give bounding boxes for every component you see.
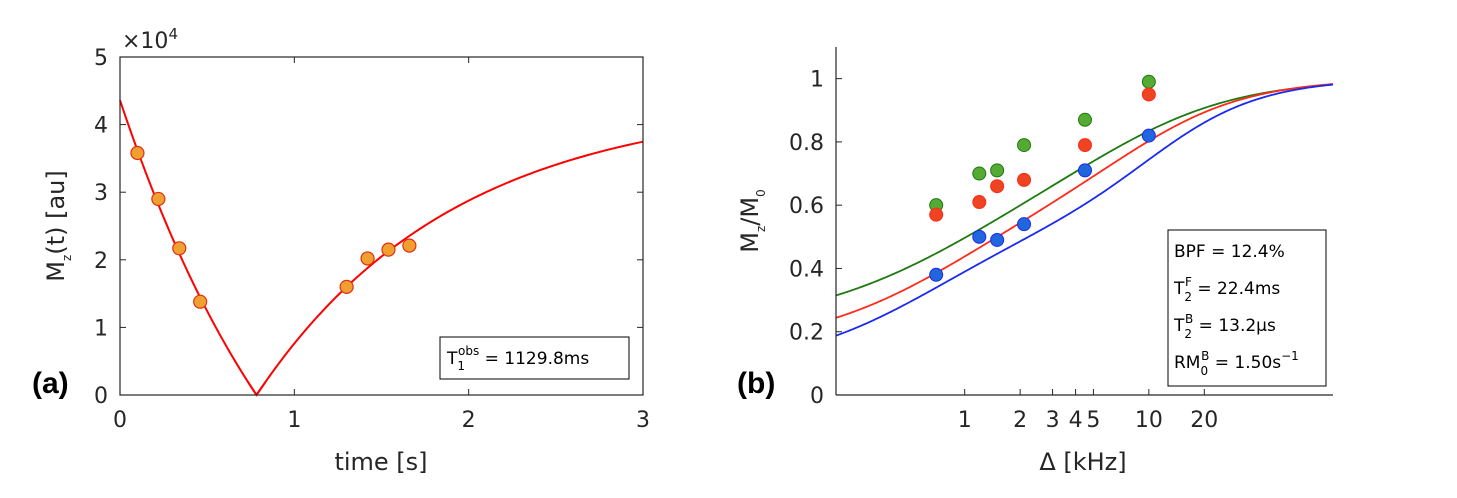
data-point-blue	[929, 267, 944, 282]
y-tick-label-b: 1	[810, 68, 824, 93]
legend-text-a: T1obs = 1129.8ms	[446, 344, 589, 373]
x-tick-label-b: 1	[958, 408, 972, 433]
y-tick-label-b: 0.4	[789, 257, 824, 282]
y-tick-label-b: 0.8	[789, 131, 824, 156]
x-tick-label-b: 4	[1069, 408, 1083, 433]
data-point-blue	[990, 232, 1005, 247]
data-point-green	[1017, 138, 1032, 153]
x-tick-label-a: 2	[462, 408, 476, 433]
panel-label-b: (b)	[737, 367, 775, 400]
legend-box-b	[1167, 229, 1327, 387]
y-axis-label-b: Mz/M0	[736, 189, 768, 252]
data-point-red	[1077, 138, 1092, 153]
x-tick-label-b: 20	[1190, 408, 1218, 433]
data-point-a	[151, 191, 166, 207]
data-point-red	[929, 207, 944, 222]
y-tick-label-a: 3	[94, 181, 108, 206]
data-point-green	[972, 166, 987, 181]
y-tick-label-a: 4	[94, 114, 108, 139]
data-point-green	[1077, 112, 1092, 127]
panel-label-a: (a)	[32, 367, 69, 400]
data-point-a	[172, 241, 187, 256]
y-tick-label-a: 1	[94, 316, 108, 341]
y-exponent-label-a: ×104	[122, 25, 178, 54]
x-tick-label-a: 1	[287, 408, 301, 433]
data-point-red	[1017, 172, 1032, 187]
x-tick-label-b: 5	[1086, 408, 1100, 433]
model-curve-red	[835, 83, 1334, 319]
x-tick-label-a: 0	[113, 408, 127, 433]
data-point-green	[990, 163, 1005, 178]
data-point-a	[360, 251, 375, 266]
x-axis-label-b: Δ [kHz]	[1039, 448, 1126, 476]
x-tick-label-b: 2	[1013, 408, 1027, 433]
y-tick-label-b: 0	[810, 384, 824, 409]
legend-b: BPF = 12.4% T2F = 22.4ms T2B = 13.2μs RM0B …	[1167, 229, 1327, 387]
legend-box-a	[439, 336, 630, 380]
legend-a: T1obs = 1129.8ms	[439, 336, 630, 380]
legend-entry-b: T2B = 13.2μs	[1173, 312, 1276, 341]
axes-frame-a	[119, 56, 644, 396]
panel-b: 1 2 3 4 5 10 20 0 0.2 0.4 0.6 0.8 1 Δ [kHz] Mz/M0 (b…	[736, 47, 1334, 476]
x-axis-label-a: time [s]	[334, 448, 427, 476]
data-point-blue	[972, 229, 987, 244]
data-point-a	[130, 145, 145, 161]
data-point-green	[1141, 74, 1156, 89]
y-tick-label-a: 5	[94, 46, 108, 71]
legend-entry-b: BPF = 12.4%	[1174, 242, 1285, 262]
y-tick-label-a: 2	[94, 249, 108, 274]
data-point-red	[972, 195, 987, 210]
data-point-red	[990, 179, 1005, 194]
y-tick-label-b: 0.2	[789, 321, 824, 346]
legend-entry-b: RM0B = 1.50s−1	[1174, 349, 1299, 378]
data-point-blue	[1141, 128, 1156, 143]
data-point-a	[339, 279, 354, 294]
data-point-blue	[1077, 163, 1092, 178]
y-axis-label-a: Mz(t) [au]	[42, 170, 74, 281]
fit-curve-a	[119, 99, 644, 396]
x-tick-label-b: 3	[1046, 408, 1060, 433]
x-tick-label-b: 10	[1135, 408, 1163, 433]
data-point-red	[1141, 87, 1156, 102]
data-point-a	[193, 294, 208, 309]
data-point-a	[381, 242, 396, 257]
legend-entry-b: T2F = 22.4ms	[1173, 275, 1280, 304]
data-point-a	[402, 238, 417, 253]
data-point-blue	[1017, 217, 1032, 232]
y-tick-label-b: 0.6	[789, 194, 824, 219]
x-tick-label-a: 3	[636, 408, 650, 433]
y-tick-label-a: 0	[94, 384, 108, 409]
model-curve-blue	[835, 83, 1334, 337]
